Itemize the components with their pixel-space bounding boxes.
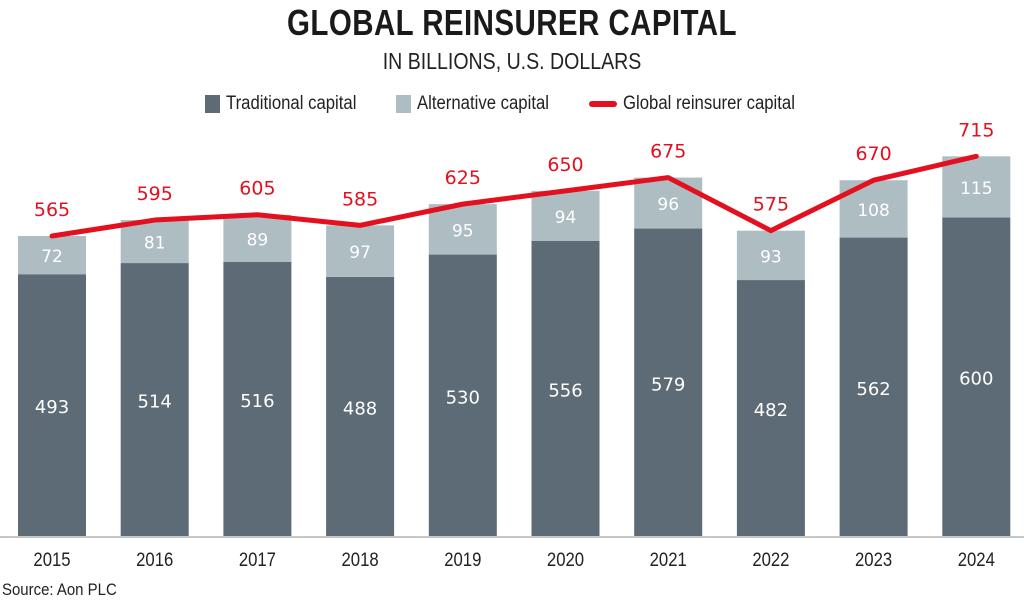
- bar-alternative-2019: [428, 204, 497, 255]
- bar-alternative-2018: [326, 225, 395, 277]
- label-alternative-2018: 97: [349, 243, 371, 263]
- label-global-2020: 650: [547, 154, 583, 176]
- label-traditional-2022: 482: [754, 400, 788, 421]
- bar-alternative-2021: [634, 177, 703, 229]
- bar-traditional-2020: [531, 240, 600, 536]
- legend-item-alternative: Alternative capital: [396, 93, 567, 115]
- label-alternative-2020: 94: [555, 208, 577, 228]
- label-traditional-2024: 600: [959, 369, 993, 390]
- x-tick-label-2017: 2017: [239, 549, 276, 570]
- x-tick-label-2015: 2015: [33, 549, 70, 570]
- bar-alternative-2022: [736, 230, 805, 281]
- x-tick-label-2018: 2018: [342, 549, 379, 570]
- x-tick-label-2021: 2021: [650, 549, 687, 570]
- label-global-2022: 575: [753, 194, 789, 216]
- label-alternative-2024: 115: [960, 179, 992, 199]
- label-traditional-2021: 579: [651, 374, 685, 395]
- label-alternative-2015: 72: [41, 247, 63, 267]
- legend-swatch-alternative: [396, 95, 412, 113]
- bar-alternative-2020: [531, 190, 600, 241]
- x-tick-label-2019: 2019: [444, 549, 481, 570]
- legend-item-traditional: Traditional capital: [205, 93, 374, 115]
- bar-traditional-2015: [18, 274, 86, 536]
- label-global-2017: 605: [239, 178, 275, 200]
- label-traditional-2020: 556: [548, 380, 582, 401]
- x-tick-label-2023: 2023: [855, 549, 892, 570]
- label-global-2021: 675: [650, 141, 686, 163]
- label-traditional-2017: 516: [240, 391, 274, 412]
- legend: Traditional capital Alternative capital …: [0, 93, 1024, 115]
- source-note: Source: Aon PLC: [2, 580, 117, 599]
- x-tick-label-2024: 2024: [958, 549, 995, 570]
- legend-swatch-global: [589, 101, 618, 107]
- legend-label-alternative: Alternative capital: [417, 93, 550, 114]
- bar-alternative-2024: [942, 156, 1011, 218]
- bar-traditional-2022: [736, 280, 805, 536]
- label-global-2024: 715: [958, 119, 994, 141]
- label-global-2015: 565: [34, 199, 70, 221]
- bar-traditional-2019: [428, 254, 497, 536]
- bar-traditional-2017: [223, 262, 292, 536]
- bar-alternative-2016: [120, 220, 189, 264]
- x-tick-label-2022: 2022: [752, 549, 789, 570]
- bar-traditional-2016: [120, 263, 189, 536]
- label-global-2019: 625: [445, 167, 481, 189]
- x-tick-label-2020: 2020: [547, 549, 584, 570]
- label-alternative-2017: 89: [247, 230, 269, 250]
- legend-swatch-traditional: [205, 95, 221, 113]
- label-global-2018: 585: [342, 188, 378, 210]
- chart-title: GLOBAL REINSURER CAPITAL: [287, 2, 737, 43]
- bar-alternative-2015: [18, 235, 86, 275]
- label-global-2016: 595: [137, 183, 173, 205]
- label-alternative-2019: 95: [452, 221, 474, 241]
- label-alternative-2021: 96: [657, 195, 679, 215]
- label-traditional-2023: 562: [856, 379, 890, 400]
- legend-item-global: Global reinsurer capital: [589, 93, 818, 115]
- label-alternative-2022: 93: [760, 247, 782, 267]
- legend-label-global: Global reinsurer capital: [623, 93, 796, 114]
- bar-traditional-2021: [634, 228, 703, 536]
- label-alternative-2023: 108: [857, 201, 889, 221]
- bar-traditional-2018: [326, 276, 395, 536]
- bar-traditional-2024: [942, 217, 1011, 536]
- x-tick-label-2016: 2016: [136, 549, 173, 570]
- line-global-reinsurer-capital: [49, 153, 979, 239]
- label-traditional-2018: 488: [343, 398, 377, 419]
- legend-label-traditional: Traditional capital: [226, 93, 357, 114]
- label-alternative-2016: 81: [144, 234, 166, 254]
- label-traditional-2016: 514: [138, 392, 172, 413]
- label-global-2023: 670: [855, 143, 891, 165]
- bar-traditional-2023: [839, 237, 908, 536]
- bar-alternative-2017: [223, 214, 292, 263]
- chart-subtitle: IN BILLIONS, U.S. DOLLARS: [382, 48, 642, 74]
- label-traditional-2019: 530: [446, 387, 480, 408]
- label-traditional-2015: 493: [35, 397, 69, 418]
